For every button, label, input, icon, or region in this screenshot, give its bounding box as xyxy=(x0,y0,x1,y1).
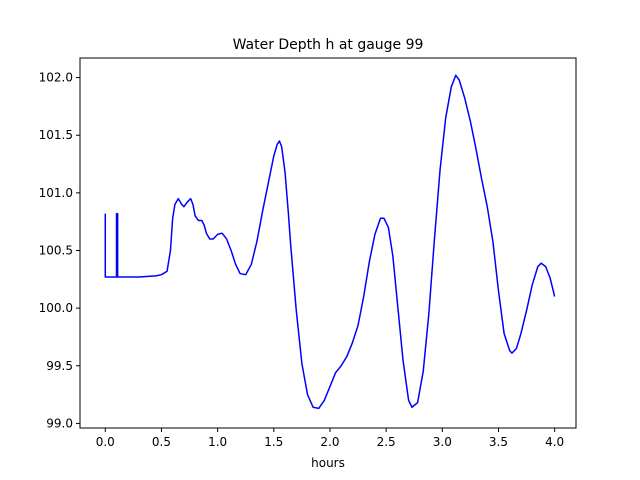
y-axis-ticks: 99.0 99.5 100.0 100.5 101.0 101.5 102.0 xyxy=(39,71,80,430)
x-tick-label: 3.5 xyxy=(489,435,508,449)
x-tick-label: 2.0 xyxy=(320,435,339,449)
x-axis-ticks: 0.0 0.5 1.0 1.5 2.0 2.5 3.0 3.5 4.0 xyxy=(96,428,564,449)
x-tick-label: 0.0 xyxy=(96,435,115,449)
x-tick-label: 1.0 xyxy=(208,435,227,449)
x-tick-label: 4.0 xyxy=(545,435,564,449)
x-tick-label: 3.0 xyxy=(433,435,452,449)
chart-title: Water Depth h at gauge 99 xyxy=(233,37,424,53)
plot-frame xyxy=(79,57,577,429)
plot-series xyxy=(104,74,556,410)
y-tick-label: 99.0 xyxy=(46,416,73,430)
x-tick-label: 1.5 xyxy=(264,435,283,449)
y-tick-label: 100.0 xyxy=(39,301,73,315)
y-tick-label: 101.0 xyxy=(39,186,73,200)
y-tick-label: 100.5 xyxy=(39,243,73,257)
y-tick-label: 102.0 xyxy=(39,71,73,85)
y-tick-label: 99.5 xyxy=(46,359,73,373)
y-tick-label: 101.5 xyxy=(39,128,73,142)
x-tick-label: 0.5 xyxy=(152,435,171,449)
series-line-0 xyxy=(104,74,556,410)
x-axis-label: hours xyxy=(311,456,345,470)
x-tick-label: 2.5 xyxy=(377,435,396,449)
